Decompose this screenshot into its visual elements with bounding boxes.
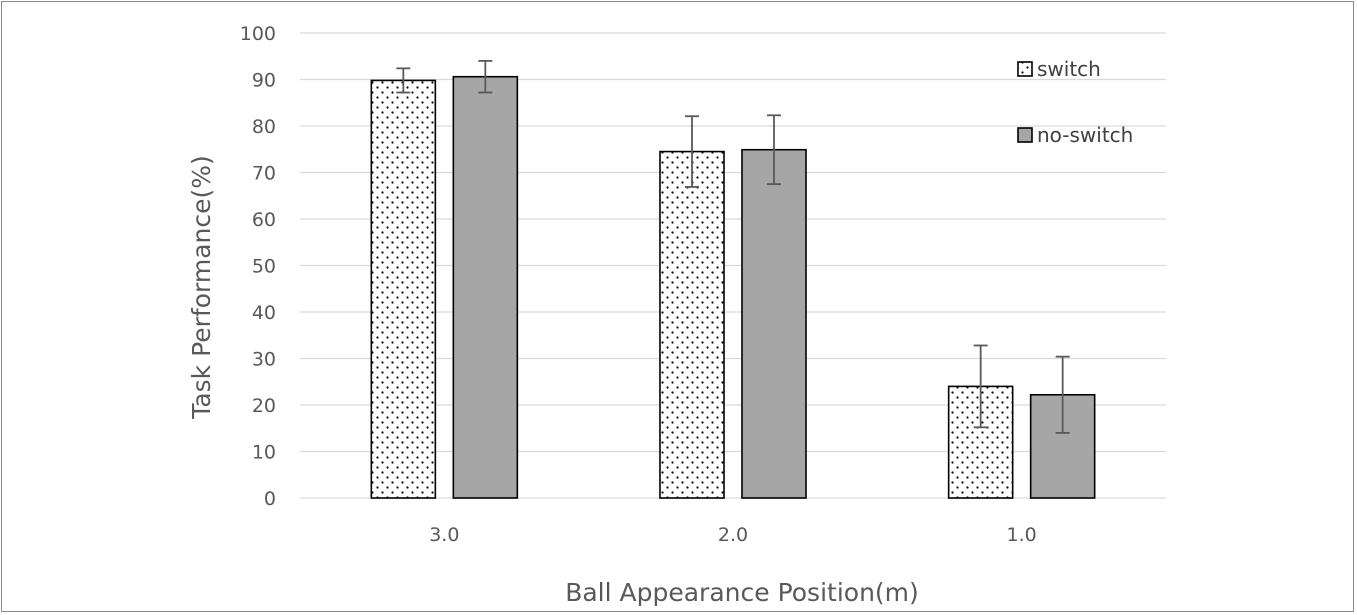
bar-no-switch-3.0 [452,75,519,499]
x-tick-label: 1.0 [1007,524,1037,546]
y-tick-label: 90 [252,70,276,92]
legend-label-no-switch: no-switch [1037,123,1133,147]
y-tick-label: 40 [252,302,276,324]
legend: switch no-switch [1017,57,1133,147]
y-tick-label: 0 [264,488,276,510]
bar-no-switch-2.0 [741,148,807,499]
x-tick-label: 3.0 [429,524,459,546]
y-tick-label: 70 [252,163,276,185]
bars [370,75,1096,499]
error-bars [396,60,1070,434]
y-tick-labels: 0 10 20 30 40 50 60 70 80 90 100 [240,23,276,510]
legend-swatch-no-switch [1017,127,1033,143]
y-axis-title: Task Performance(%) [187,155,216,420]
gridlines [300,32,1166,499]
x-tick-label: 2.0 [718,524,748,546]
y-tick-label: 60 [252,209,276,231]
legend-swatch-switch [1017,61,1033,77]
y-tick-label: 80 [252,116,276,138]
bar-switch-2.0 [659,150,725,499]
y-tick-label: 30 [252,349,276,371]
y-tick-label: 20 [252,395,276,417]
y-tick-label: 50 [252,256,276,278]
y-tick-label: 100 [240,23,276,45]
y-tick-label: 10 [252,442,276,464]
x-axis-title: Ball Appearance Position(m) [565,578,919,607]
legend-label-switch: switch [1037,57,1101,81]
bar-switch-3.0 [370,79,437,499]
x-tick-labels: 3.0 2.0 1.0 [429,524,1037,546]
